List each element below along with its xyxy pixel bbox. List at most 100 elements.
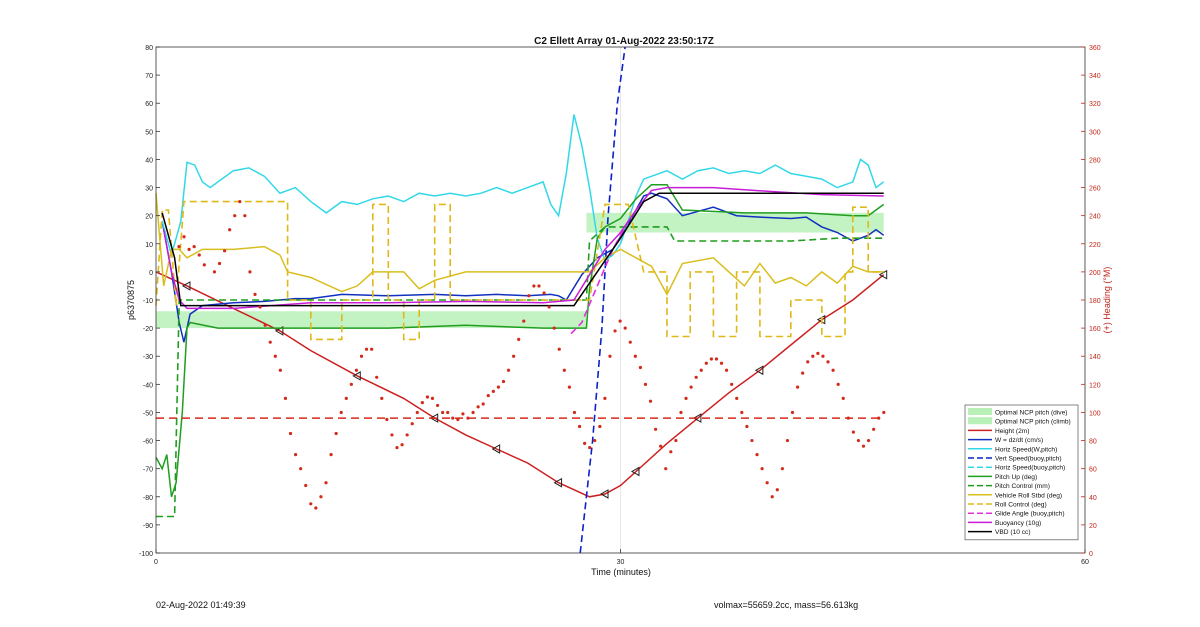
- y2-tick-label: 320: [1089, 101, 1101, 108]
- heading-point: [263, 323, 267, 327]
- heading-point: [638, 365, 642, 370]
- heading-point: [486, 393, 490, 398]
- legend-label: Pitch Control (mm): [995, 483, 1050, 490]
- heading-point: [375, 375, 379, 379]
- heading-point: [699, 368, 703, 372]
- legend-label: Pitch Up (deg): [995, 474, 1037, 481]
- heading-point: [669, 450, 673, 454]
- heading-point: [790, 410, 795, 415]
- legend-label: Vehicle Roll Stbd (deg): [995, 492, 1062, 499]
- heading-point: [405, 433, 409, 437]
- heading-point: [780, 467, 784, 471]
- y2-tick-label: 0: [1089, 551, 1093, 558]
- height-marker: [274, 326, 284, 336]
- series-w-dz-dt-cm-s-line: [161, 192, 885, 343]
- y-tick-label: 70: [145, 73, 153, 80]
- series-vehicle-roll-stbd-deg-line: [155, 193, 884, 297]
- heading-point: [664, 467, 668, 471]
- heading-point: [806, 360, 810, 364]
- heading-point: [704, 361, 708, 365]
- legend-swatch: [968, 417, 992, 425]
- heading-point: [562, 368, 566, 372]
- heading-point: [593, 438, 597, 443]
- heading-point: [233, 214, 237, 218]
- heading-point: [527, 294, 531, 298]
- heading-point: [760, 467, 764, 471]
- heading-point: [410, 422, 414, 426]
- heading-point: [648, 399, 653, 403]
- heading-point: [446, 410, 450, 415]
- axes-layer: 80706050403020100-10-20-30-40-50-60-70-8…: [139, 45, 1101, 566]
- heading-point: [370, 347, 374, 351]
- heading-point: [344, 396, 348, 400]
- heading-point: [603, 396, 607, 400]
- legend-label: Optimal NCP pitch (climb): [995, 419, 1071, 426]
- heading-point: [740, 410, 744, 415]
- y2-tick-label: 120: [1089, 382, 1101, 389]
- heading-point: [248, 270, 252, 274]
- heading-point: [283, 396, 288, 400]
- heading-point: [212, 270, 217, 274]
- y-tick-label: 20: [145, 214, 153, 221]
- series-glide-angle-buoy-pitch-line: [570, 220, 629, 335]
- x-tick-label: 60: [1081, 559, 1089, 566]
- heading-point: [517, 337, 521, 341]
- heading-point: [856, 438, 861, 443]
- y2-tick-label: 80: [1089, 439, 1097, 446]
- heading-point: [821, 354, 825, 358]
- heading-point: [481, 402, 485, 406]
- band-climb: [586, 212, 884, 233]
- legend: Optimal NCP pitch (dive) Optimal NCP pitc…: [964, 404, 1079, 541]
- y-tick-label: -60: [143, 439, 153, 446]
- heading-point: [694, 375, 698, 379]
- height-marker: [491, 444, 501, 454]
- heading-point: [785, 438, 790, 443]
- series-layer: [155, 46, 888, 554]
- height-marker: [692, 413, 702, 423]
- legend-label: Glide Angle (buoy,pitch): [995, 511, 1065, 518]
- y2-tick-label: 280: [1089, 157, 1101, 164]
- heading-point: [202, 263, 206, 267]
- heading-point: [679, 410, 683, 415]
- heading-point: [628, 340, 632, 344]
- y-tick-label: 80: [145, 45, 153, 52]
- heading-point: [329, 453, 333, 457]
- heading-point: [512, 354, 516, 358]
- heading-point: [659, 444, 663, 448]
- heading-point: [633, 354, 637, 358]
- series-vert-speed-buoy-pitch-line: [579, 46, 626, 554]
- heading-point: [557, 347, 561, 351]
- heading-point: [278, 368, 282, 372]
- heading-point: [861, 444, 866, 448]
- y-tick-label: 30: [145, 186, 153, 193]
- heading-point: [390, 433, 394, 437]
- heading-point: [491, 389, 495, 393]
- heading-point: [304, 483, 308, 488]
- y-tick-label: -90: [143, 523, 153, 530]
- y2-tick-label: 100: [1089, 410, 1101, 417]
- heading-point: [349, 382, 353, 386]
- legend-label: Horiz Speed(buoy,pitch): [995, 465, 1065, 472]
- y-tick-label: -20: [143, 326, 153, 333]
- height-marker: [600, 489, 609, 499]
- legend-box: [964, 404, 1079, 541]
- heading-point: [643, 382, 648, 386]
- heading-point: [851, 430, 855, 434]
- heading-point: [537, 284, 541, 288]
- heading-point: [836, 382, 840, 386]
- y2-tick-label: 260: [1089, 186, 1101, 193]
- heading-point: [258, 305, 262, 309]
- heading-point: [522, 319, 526, 323]
- y2-tick-label: 140: [1089, 354, 1101, 361]
- heading-point: [770, 495, 774, 499]
- legend-label: Height (2m): [995, 428, 1029, 435]
- heading-point: [765, 481, 769, 485]
- heading-point: [415, 410, 419, 415]
- heading-point: [243, 214, 247, 218]
- heading-point: [684, 396, 688, 400]
- heading-point: [583, 441, 587, 445]
- heading-point: [547, 305, 551, 309]
- legend-label: Optimal NCP pitch (dive): [995, 410, 1067, 417]
- series-roll-control-deg-line: [155, 200, 884, 341]
